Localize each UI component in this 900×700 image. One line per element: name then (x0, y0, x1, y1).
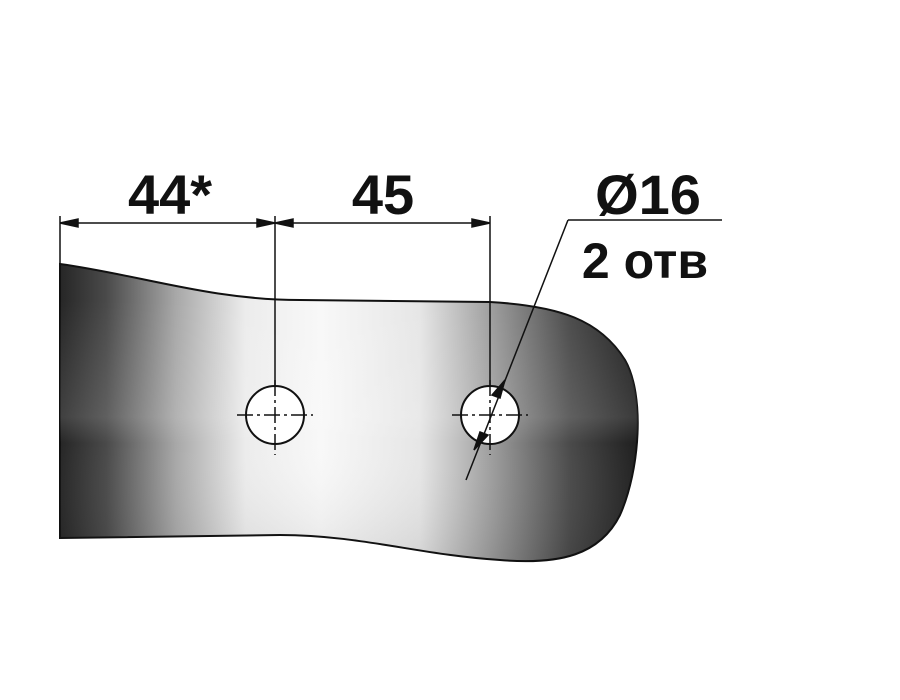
arrowhead (473, 431, 490, 451)
extension-lines (59, 216, 491, 386)
arrowhead (490, 379, 506, 399)
arrowhead (256, 218, 276, 228)
dimension-left-label: 44* (128, 163, 212, 226)
dimension-line (59, 218, 491, 228)
dimension-spacing-label: 45 (352, 163, 414, 226)
arrowhead (274, 218, 294, 228)
part-sheen (60, 264, 638, 562)
hole-count-label: 2 отв (582, 233, 708, 289)
arrowhead (471, 218, 491, 228)
hole-diameter-label: Ø16 (595, 163, 701, 226)
leader-line (465, 219, 722, 481)
arrowhead (59, 218, 79, 228)
